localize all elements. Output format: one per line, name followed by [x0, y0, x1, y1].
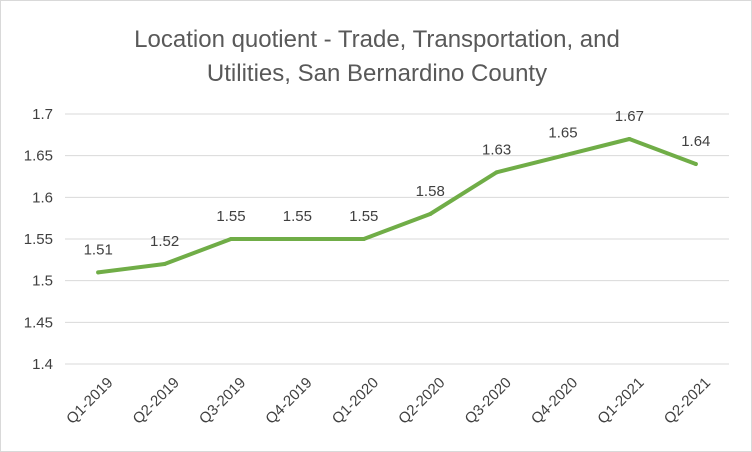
gridlines: [65, 113, 729, 365]
data-point: [229, 237, 233, 241]
data-point: [561, 153, 565, 158]
data-labels: 1.51 1.52 1.55 1.55 1.55 1.58 1.63 1.65 1.67 1.64: [84, 108, 711, 258]
x-tick-label: Q1-2020: [329, 374, 382, 427]
data-point: [96, 270, 101, 275]
y-tick-label: 1.5: [32, 273, 53, 290]
data-label: 1.55: [283, 208, 312, 225]
x-tick-label: Q3-2019: [196, 374, 249, 427]
data-label: 1.58: [416, 183, 445, 200]
y-axis-tick-labels: 1.4 1.45 1.5 1.55 1.6 1.65 1.7: [24, 106, 53, 373]
data-label: 1.55: [349, 208, 378, 225]
chart-title-line-1: Location quotient - Trade, Transportatio…: [134, 26, 620, 53]
y-tick-label: 1.55: [24, 231, 53, 248]
x-tick-label: Q1-2021: [594, 374, 647, 427]
data-point: [693, 162, 698, 166]
y-tick-label: 1.45: [24, 314, 53, 331]
data-label: 1.63: [482, 141, 511, 158]
data-label: 1.51: [84, 241, 113, 258]
data-label: 1.64: [681, 133, 710, 150]
data-label: 1.52: [150, 233, 179, 250]
y-tick-label: 1.6: [32, 189, 53, 206]
data-point: [494, 170, 499, 175]
data-label: 1.55: [216, 208, 245, 225]
x-tick-label: Q2-2019: [130, 374, 183, 427]
x-tick-label: Q1-2019: [63, 374, 116, 427]
data-point: [361, 237, 366, 241]
x-tick-label: Q2-2020: [395, 374, 448, 427]
y-tick-label: 1.4: [32, 356, 53, 373]
series-line-group: [96, 137, 698, 275]
x-tick-label: Q4-2020: [528, 374, 581, 427]
y-tick-label: 1.7: [32, 106, 53, 123]
chart-title-line-2: Utilities, San Bernardino County: [207, 60, 547, 87]
x-tick-label: Q4-2019: [262, 374, 315, 427]
y-tick-label: 1.65: [24, 148, 53, 165]
data-point: [428, 212, 433, 216]
x-axis-tick-labels: Q1-2019 Q2-2019 Q3-2019 Q4-2019 Q1-2020 Q2-20…: [63, 374, 714, 427]
series-line: [96, 137, 698, 275]
data-point: [295, 237, 300, 241]
x-tick-label: Q2-2021: [661, 374, 714, 427]
x-tick-label: Q3-2020: [462, 374, 515, 427]
data-label: 1.67: [615, 108, 644, 125]
data-label: 1.65: [548, 125, 577, 142]
data-point: [627, 137, 632, 141]
data-point: [162, 262, 167, 266]
